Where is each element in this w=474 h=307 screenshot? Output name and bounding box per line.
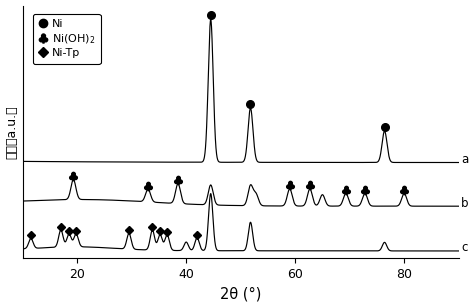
Text: b: b [461, 197, 469, 210]
Legend: Ni, Ni(OH)$_2$, Ni-Tp: Ni, Ni(OH)$_2$, Ni-Tp [33, 14, 100, 64]
Text: a: a [461, 153, 469, 166]
Y-axis label: 强度（a.u.）: 强度（a.u.） [6, 105, 18, 159]
Text: c: c [461, 241, 468, 255]
X-axis label: 2θ (°): 2θ (°) [220, 286, 261, 301]
